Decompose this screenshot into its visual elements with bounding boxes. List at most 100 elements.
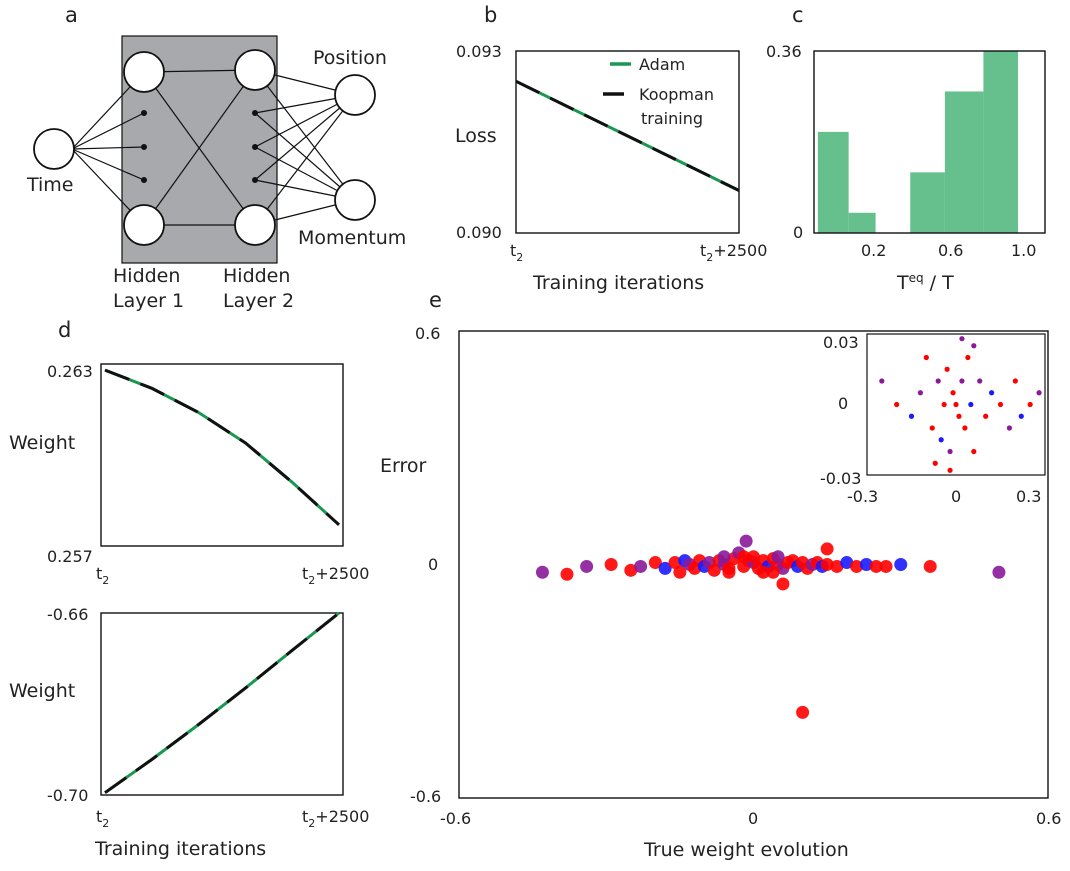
d-top-ylabel: Weight [9, 432, 75, 454]
hidden2-node-bottom [234, 204, 276, 246]
b-xtick-left: t2 [510, 241, 523, 264]
panel-letter-e: e [429, 288, 442, 312]
inset-scatter-point [950, 390, 956, 396]
b-ylabel: Loss [455, 125, 497, 147]
scatter-point [739, 534, 753, 548]
panel-b: b Adam Koopman training 0.093 0.090 Loss… [455, 3, 767, 294]
legend-label-koopman: Koopman [639, 85, 714, 104]
d-top-ytick-top: 0.263 [47, 362, 93, 381]
d-bottom-xtick-right: t2+2500 [302, 807, 369, 830]
inset-scatter-point [959, 378, 965, 384]
scatter-point [624, 563, 638, 577]
inset-xtick-mid: 0 [951, 487, 961, 506]
label-time: Time [26, 174, 74, 196]
inset-scatter-point [917, 390, 924, 396]
scatter-point [604, 558, 618, 571]
scatter-point [869, 559, 883, 573]
panel-d: d 0.263 0.257 Weight t2 t2+2500 -0.66 -0… [9, 318, 369, 860]
d-top-ytick-bottom: 0.257 [47, 547, 93, 566]
output-node-momentum [334, 179, 376, 221]
legend-label-adam: Adam [639, 55, 685, 74]
scatter-point [717, 550, 731, 564]
c-ytick-bottom: 0 [793, 223, 803, 242]
inset-scatter-point [1036, 390, 1042, 396]
c-xtick-2: 0.6 [938, 241, 963, 260]
label-hidden2-line2: Layer 2 [223, 290, 294, 312]
histogram-bar-1 [817, 131, 849, 233]
scatter-point [747, 550, 760, 564]
scatter-point [668, 556, 682, 570]
d-top-xtick-left: t2 [96, 564, 109, 587]
inset-ytick-bottom: -0.03 [820, 469, 861, 488]
inset-scatter-point [932, 460, 938, 466]
b-ytick-bottom: 0.090 [456, 223, 502, 242]
scatter-point [859, 558, 873, 571]
c-ytick-top: 0.36 [766, 42, 802, 61]
e-ytick-mid: 0 [428, 555, 438, 574]
inset-scatter-point [929, 425, 935, 431]
scatter-point [737, 550, 751, 564]
histogram-bar-5 [983, 51, 1019, 233]
panel-letter-a: a [65, 3, 78, 27]
panel-letter-c: c [792, 3, 804, 27]
inset-scatter-point [965, 354, 971, 361]
scatter-point [894, 558, 908, 571]
panel-letter-d: d [58, 318, 71, 342]
panel-e: e 0.6 0 -0.6 Error -0.6 0 0.6 True weigh… [380, 288, 1061, 861]
scatter-point [879, 559, 893, 573]
histogram-bar-3 [910, 172, 945, 233]
c-xtick-3: 1.0 [1011, 241, 1036, 260]
e-xtick-mid: 0 [748, 809, 758, 828]
scatter-point [923, 559, 937, 573]
hidden1-node-bottom [123, 204, 165, 246]
histogram-bar-2 [848, 212, 876, 233]
inset-ytick-top: 0.03 [823, 333, 859, 352]
histogram-bar-4 [944, 91, 984, 233]
d-top-koopman-line [104, 368, 341, 526]
e-ylabel: Error [380, 455, 427, 477]
inset-scatter-point [894, 401, 900, 408]
b-xtick-right: t2+2500 [700, 241, 767, 264]
d-bottom-ylabel: Weight [9, 680, 75, 702]
e-xtick-right: 0.6 [1036, 809, 1061, 828]
panel-d-top-frame [100, 363, 344, 547]
label-hidden1-line1: Hidden [113, 265, 180, 287]
e-xtick-left: -0.6 [440, 809, 471, 828]
panel-b-frame [515, 50, 740, 234]
e-ytick-top: 0.6 [415, 324, 440, 343]
inset-scatter-point [1018, 413, 1024, 419]
panel-e-frame [458, 330, 1049, 799]
e-xlabel: True weight evolution [643, 839, 849, 861]
scatter-point [722, 565, 736, 579]
ellipsis-dots [141, 110, 258, 183]
scatter-point [580, 559, 594, 573]
hidden1-node-top [123, 51, 165, 93]
d-top-xtick-right: t2+2500 [302, 564, 369, 587]
scatter-point [830, 559, 844, 573]
hidden2-node-top [234, 49, 276, 91]
inset-scatter-point [923, 354, 929, 361]
inset-scatter-point [941, 401, 947, 408]
c-xlabel: Teq / T [896, 271, 954, 294]
inset-scatter-point [968, 401, 974, 408]
inset-scatter-point [879, 378, 885, 384]
scatter-point [820, 542, 834, 556]
label-hidden2-line1: Hidden [223, 265, 290, 287]
inset-scatter-point [962, 425, 968, 431]
inset-scatter-points [879, 336, 1042, 473]
panel-letter-b: b [484, 3, 497, 27]
d-xlabel: Training iterations [94, 838, 266, 860]
d-bottom-xtick-left: t2 [96, 807, 109, 830]
inset-xtick-right: 0.3 [1016, 487, 1041, 506]
scatter-point [673, 565, 687, 579]
inset-scatter-point [971, 448, 977, 455]
scatter-point [707, 563, 721, 577]
inset-scatter-point [938, 437, 944, 443]
scatter-point [756, 565, 770, 579]
panel-c: c 0.36 0 0.2 0.6 1.0 Teq / T [766, 3, 1046, 294]
inset-scatter-point [971, 343, 977, 349]
e-ytick-bottom: -0.6 [410, 787, 441, 806]
b-xlabel: Training iterations [532, 272, 704, 294]
label-hidden1-line2: Layer 1 [113, 290, 184, 312]
